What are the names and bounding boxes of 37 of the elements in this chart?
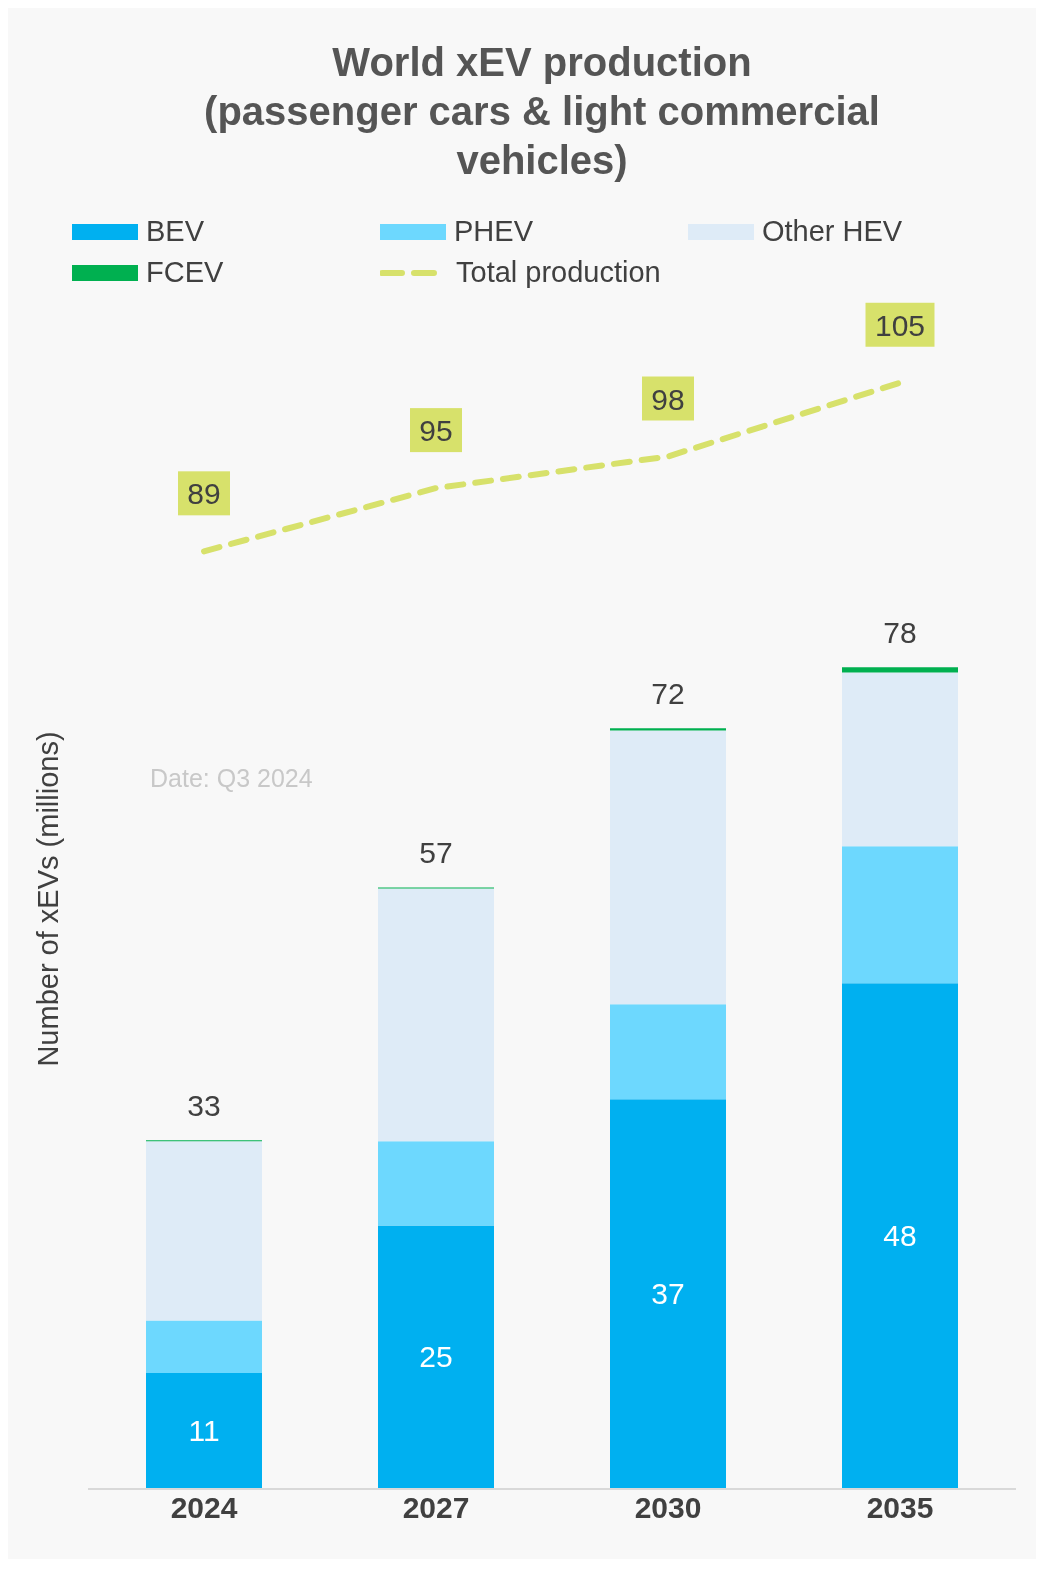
total-label: 57 [419,836,453,870]
y-axis-title: Number of xEVs (millions) [32,731,65,1067]
chart-title: World xEV production (passenger cars & light commercial vehicles) [203,39,881,184]
x-tick-label: 2035 [866,1491,934,1525]
data-label: 95 [419,414,453,448]
bar [146,1141,262,1321]
data-label: 48 [883,1219,917,1253]
total-label: 33 [187,1089,221,1123]
bar [378,888,494,1142]
bar [378,1141,494,1226]
legend-label: Total production [456,256,661,289]
bar [146,1373,262,1489]
total-label: 72 [651,677,685,711]
bar [610,1004,726,1100]
legend-label: PHEV [454,215,533,248]
bar [378,1225,494,1489]
x-tick-label: 2027 [402,1491,470,1525]
bar [610,1099,726,1489]
data-label: 98 [651,382,685,416]
legend-label: Other HEV [762,215,903,248]
bar [610,730,726,1005]
bar [610,728,726,731]
bar [842,983,958,1489]
data-label: 11 [188,1414,220,1448]
x-tick-label: 2030 [634,1491,702,1525]
x-tick-label: 2024 [170,1491,238,1525]
data-label: 37 [651,1277,685,1311]
data-label: 89 [187,477,221,511]
total-label: 78 [883,616,917,650]
legend-label: BEV [146,215,205,248]
data-label: 105 [874,308,926,342]
bar [842,846,958,984]
data-label: 25 [419,1340,453,1374]
legend-label: FCEV [146,256,224,289]
bar [842,672,958,847]
bar [842,667,958,673]
bar [146,1320,262,1374]
